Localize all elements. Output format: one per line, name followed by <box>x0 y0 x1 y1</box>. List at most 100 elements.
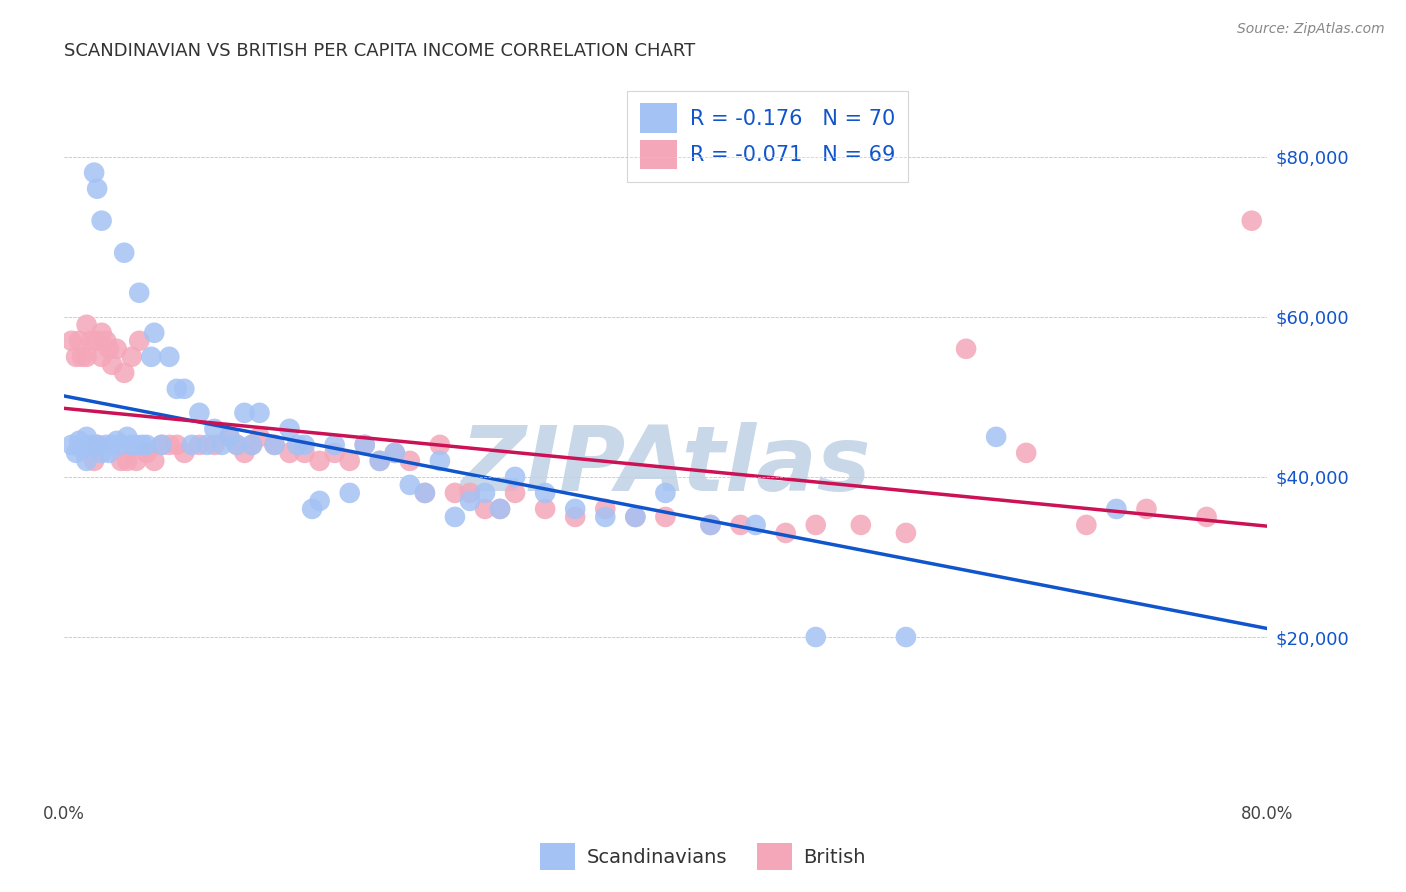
Point <box>150 438 173 452</box>
Point <box>593 510 616 524</box>
Point <box>90 326 112 340</box>
Point <box>368 454 391 468</box>
Point <box>202 422 225 436</box>
Point <box>775 525 797 540</box>
Point <box>1105 502 1128 516</box>
Text: SCANDINAVIAN VS BRITISH PER CAPITA INCOME CORRELATION CHART: SCANDINAVIAN VS BRITISH PER CAPITA INCOM… <box>65 42 696 60</box>
Point <box>474 502 496 516</box>
Point <box>534 502 557 516</box>
Point <box>80 334 103 348</box>
Point <box>121 350 143 364</box>
Point <box>263 438 285 452</box>
Point <box>83 454 105 468</box>
Point <box>384 446 406 460</box>
Point <box>1240 213 1263 227</box>
Point <box>429 454 451 468</box>
Point <box>90 213 112 227</box>
Legend: Scandinavians, British: Scandinavians, British <box>533 835 873 878</box>
Point <box>70 442 93 456</box>
Point <box>308 494 330 508</box>
Point <box>173 382 195 396</box>
Point <box>353 438 375 452</box>
Point <box>503 470 526 484</box>
Point <box>984 430 1007 444</box>
Point <box>429 438 451 452</box>
Point <box>699 517 721 532</box>
Point <box>94 438 117 452</box>
Y-axis label: Per Capita Income: Per Capita Income <box>0 361 8 513</box>
Legend: R = -0.176   N = 70, R = -0.071   N = 69: R = -0.176 N = 70, R = -0.071 N = 69 <box>627 91 908 182</box>
Point <box>60 334 83 348</box>
Point <box>180 438 202 452</box>
Point <box>218 430 240 444</box>
Point <box>105 342 128 356</box>
Point <box>115 454 138 468</box>
Point <box>86 438 108 452</box>
Point <box>1195 510 1218 524</box>
Point <box>76 318 98 332</box>
Point <box>730 517 752 532</box>
Point <box>398 478 420 492</box>
Point <box>98 342 121 356</box>
Point <box>67 334 90 348</box>
Point <box>804 630 827 644</box>
Point <box>202 438 225 452</box>
Point <box>143 454 166 468</box>
Point <box>534 486 557 500</box>
Point <box>294 438 316 452</box>
Point <box>211 438 233 452</box>
Point <box>110 454 132 468</box>
Point <box>86 438 108 452</box>
Point <box>240 438 263 452</box>
Point <box>699 517 721 532</box>
Point <box>60 438 83 452</box>
Point <box>398 454 420 468</box>
Point <box>593 502 616 516</box>
Point <box>188 438 211 452</box>
Point <box>86 182 108 196</box>
Point <box>94 334 117 348</box>
Point <box>894 630 917 644</box>
Point <box>226 438 249 452</box>
Point <box>278 422 301 436</box>
Point <box>80 438 103 452</box>
Point <box>339 486 361 500</box>
Point <box>233 406 256 420</box>
Point <box>90 350 112 364</box>
Point <box>226 438 249 452</box>
Point <box>188 406 211 420</box>
Point <box>86 334 108 348</box>
Point <box>67 434 90 448</box>
Point <box>744 517 766 532</box>
Point <box>308 454 330 468</box>
Point <box>157 438 180 452</box>
Point <box>240 438 263 452</box>
Point <box>339 454 361 468</box>
Point <box>624 510 647 524</box>
Point <box>125 454 148 468</box>
Point <box>624 510 647 524</box>
Point <box>413 486 436 500</box>
Point <box>444 510 467 524</box>
Point <box>101 358 124 372</box>
Point <box>1076 517 1098 532</box>
Point <box>413 486 436 500</box>
Point <box>218 430 240 444</box>
Point <box>894 525 917 540</box>
Point <box>150 438 173 452</box>
Point <box>1135 502 1157 516</box>
Point <box>564 510 586 524</box>
Point <box>955 342 977 356</box>
Point <box>195 438 218 452</box>
Point <box>503 486 526 500</box>
Point <box>166 382 188 396</box>
Point <box>101 438 124 452</box>
Point <box>564 502 586 516</box>
Point <box>368 454 391 468</box>
Text: ZIPAtlas: ZIPAtlas <box>460 422 870 509</box>
Point <box>105 434 128 448</box>
Point <box>849 517 872 532</box>
Point <box>263 438 285 452</box>
Point <box>444 486 467 500</box>
Point <box>157 350 180 364</box>
